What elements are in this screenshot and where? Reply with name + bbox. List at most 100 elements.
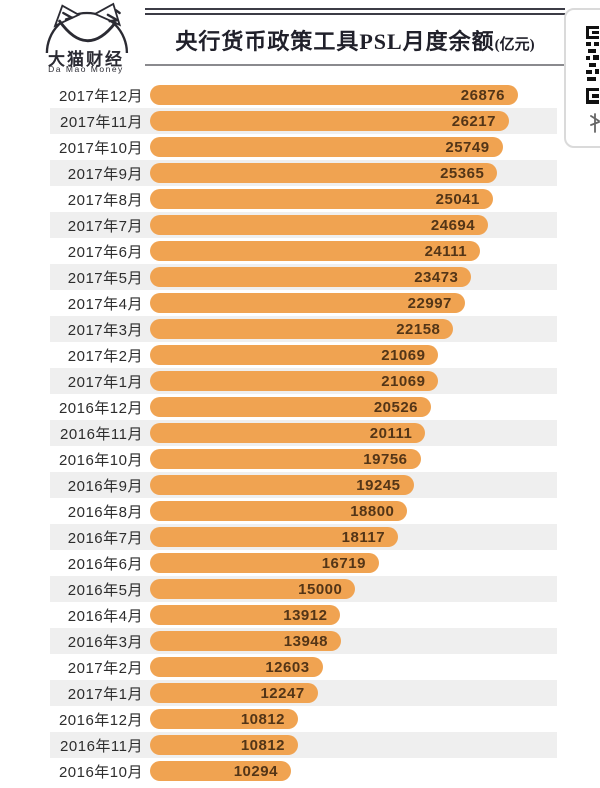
month-label: 2016年4月 (67, 607, 143, 625)
value-label: 25041 (435, 190, 480, 208)
chart-row: 2016年5月 15000 (50, 576, 557, 602)
bar-track: 25749 (150, 137, 518, 157)
chart-row: 2017年4月 22997 (50, 290, 557, 316)
bar-track: 12247 (150, 683, 518, 703)
month-label: 2017年8月 (67, 191, 143, 209)
value-bar: 20111 (150, 423, 426, 443)
bar-track: 10812 (150, 735, 518, 755)
value-label: 13948 (283, 632, 328, 650)
bar-track: 26876 (150, 85, 518, 105)
month-label: 2017年11月 (60, 113, 143, 131)
value-label: 20526 (373, 398, 419, 416)
value-label: 20111 (369, 424, 413, 442)
chart-row: 2016年12月 10812 (50, 706, 557, 732)
bar-track: 26217 (150, 111, 518, 131)
bar-track: 25365 (150, 163, 518, 183)
bar-track: 15000 (150, 579, 518, 599)
value-bar: 10294 (150, 761, 291, 781)
month-label: 2017年7月 (67, 217, 143, 235)
value-bar: 18117 (150, 527, 399, 547)
value-label: 26217 (451, 112, 496, 130)
chart-row: 2016年7月 18117 (50, 524, 557, 550)
bar-track: 19756 (150, 449, 518, 469)
month-label: 2016年11月 (60, 425, 143, 443)
bar-track: 13912 (150, 605, 518, 625)
bar-track: 10812 (150, 709, 518, 729)
value-bar: 24694 (150, 215, 489, 235)
month-label: 2017年3月 (67, 321, 143, 339)
value-bar: 20526 (150, 397, 432, 417)
month-label: 2017年1月 (67, 373, 143, 391)
value-bar: 24111 (150, 241, 481, 261)
value-label: 22997 (407, 294, 452, 312)
month-label: 2017年4月 (67, 295, 143, 313)
value-bar: 21069 (150, 371, 439, 391)
value-bar: 26876 (150, 85, 518, 105)
value-label: 16719 (321, 554, 366, 572)
value-bar: 16719 (150, 553, 379, 573)
chart-row: 2017年2月 21069 (50, 342, 557, 368)
month-label: 2016年6月 (67, 555, 143, 573)
chart-row: 2017年8月 25041 (50, 186, 557, 212)
chart-title: 央行货币政策工具PSL月度余额(亿元) (145, 24, 565, 56)
chart-title-main: 央行货币政策工具PSL月度余额 (175, 29, 495, 54)
bar-chart: 2017年12月 26876 2017年11月 26217 2017年10月 2… (0, 82, 600, 784)
value-label: 10812 (240, 710, 286, 728)
value-label: 10812 (240, 736, 286, 754)
value-bar: 10812 (150, 709, 299, 729)
value-bar: 12603 (150, 657, 323, 677)
month-label: 2016年5月 (67, 581, 143, 599)
value-label: 21069 (381, 346, 426, 364)
value-label: 19245 (356, 476, 401, 494)
value-label: 18117 (341, 528, 386, 546)
bar-track: 10294 (150, 761, 518, 781)
month-label: 2017年2月 (67, 347, 143, 365)
title-block: 央行货币政策工具PSL月度余额(亿元) (145, 8, 565, 66)
value-label: 12247 (260, 684, 305, 702)
bar-track: 18800 (150, 501, 518, 521)
bar-track: 20111 (150, 423, 518, 443)
bar-track: 16719 (150, 553, 518, 573)
value-label: 19756 (363, 450, 408, 468)
bar-track: 22997 (150, 293, 518, 313)
value-label: 13912 (283, 606, 328, 624)
bar-track: 13948 (150, 631, 518, 651)
value-bar: 25041 (150, 189, 493, 209)
bar-track: 21069 (150, 371, 518, 391)
value-label: 25749 (445, 138, 490, 156)
chart-row: 2017年3月 22158 (50, 316, 557, 342)
value-bar: 25749 (150, 137, 503, 157)
chart-row: 2017年12月 26876 (50, 82, 557, 108)
chart-row: 2016年6月 16719 (50, 550, 557, 576)
value-bar: 25365 (150, 163, 498, 183)
month-label: 2017年12月 (58, 87, 143, 105)
bar-track: 25041 (150, 189, 518, 209)
month-label: 2017年10月 (58, 139, 143, 157)
month-label: 2016年3月 (67, 633, 143, 651)
month-label: 2017年9月 (67, 165, 143, 183)
logo-name-cn: 大猫财经 (48, 50, 124, 69)
month-label: 2016年12月 (58, 399, 143, 417)
chart-row: 2017年2月 12603 (50, 654, 557, 680)
qr-code-icon (586, 26, 599, 104)
month-label: 2017年5月 (67, 269, 143, 287)
value-bar: 26217 (150, 111, 509, 131)
bar-track: 24694 (150, 215, 518, 235)
month-label: 2016年9月 (67, 477, 143, 495)
value-bar: 21069 (150, 345, 439, 365)
value-label: 21069 (381, 372, 426, 390)
value-label: 12603 (265, 658, 310, 676)
value-label: 18800 (350, 502, 395, 520)
chart-row: 2017年5月 23473 (50, 264, 557, 290)
chart-row: 2016年12月 20526 (50, 394, 557, 420)
value-label: 15000 (298, 580, 343, 598)
bar-track: 24111 (150, 241, 518, 261)
month-label: 2017年2月 (67, 659, 143, 677)
value-label: 10294 (233, 762, 278, 780)
value-bar: 10812 (150, 735, 299, 755)
chart-row: 2016年8月 18800 (50, 498, 557, 524)
month-label: 2016年11月 (60, 737, 143, 755)
chart-row: 2016年3月 13948 (50, 628, 557, 654)
logo-name-en: Da Mao Money (48, 64, 124, 74)
